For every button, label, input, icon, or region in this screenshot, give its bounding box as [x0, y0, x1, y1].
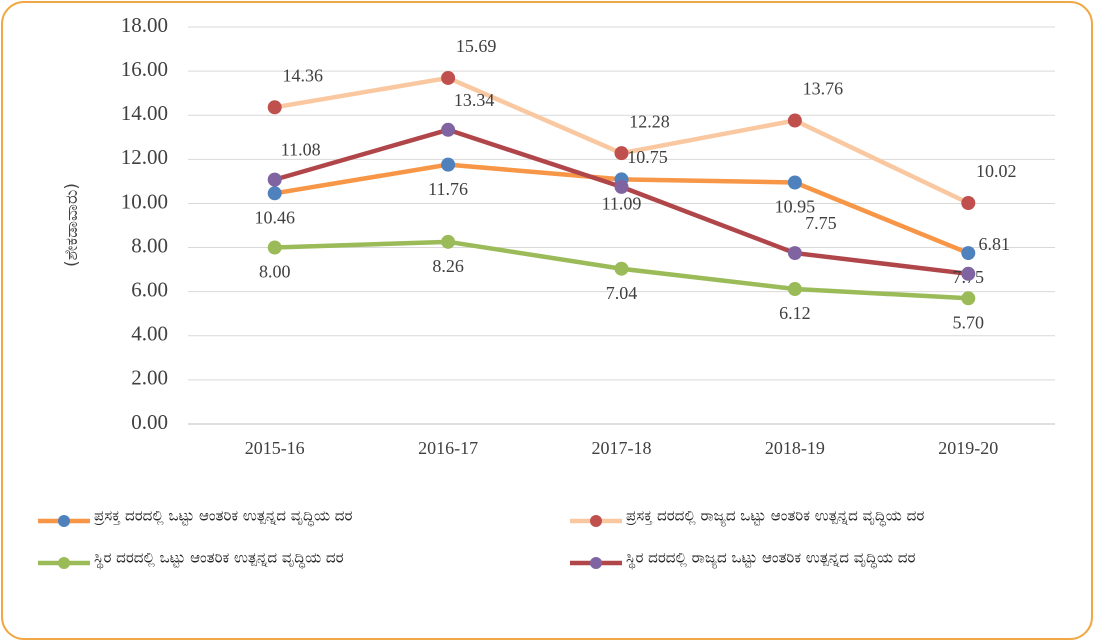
data-label: 8.26	[432, 256, 464, 276]
data-point	[961, 246, 976, 261]
data-label: 7.75	[805, 213, 837, 233]
legend-label: ಸ್ಥಿರ ದರದಲ್ಲಿ ರಾಜ್ಯದ ಒಟ್ಟು ಆಂತರಿಕ ಉತ್ಪನ್…	[626, 549, 915, 570]
data-label: 8.00	[259, 262, 291, 282]
legend-label: ಪ್ರಸಕ್ತ ದರದಲ್ಲಿ ರಾಜ್ಯದ ಒಟ್ಟು ಆಂತರಿಕ ಉತ್ಪ…	[626, 507, 925, 528]
data-point	[441, 122, 456, 137]
data-label: 15.69	[456, 36, 497, 56]
data-point	[614, 179, 629, 194]
data-label: 10.02	[976, 161, 1017, 181]
data-point	[787, 113, 802, 128]
data-point	[614, 146, 629, 161]
legend-label: ಪ್ರಸಕ್ತ ದರದಲ್ಲಿ ಒಟ್ಟು ಆಂತರಿಕ ಉತ್ಪನ್ನದ ವೃ…	[94, 507, 353, 528]
y-tick-label: 6.00	[131, 277, 168, 301]
data-point	[961, 291, 976, 306]
data-label: 10.46	[254, 207, 295, 227]
data-label: 6.81	[979, 234, 1011, 254]
data-point	[961, 266, 976, 281]
data-point	[267, 240, 282, 255]
y-tick-label: 0.00	[131, 410, 168, 434]
x-tick-label: 2015-16	[245, 438, 305, 458]
x-tick-label: 2016-17	[418, 438, 478, 458]
legend-marker	[58, 515, 70, 527]
data-point	[614, 261, 629, 276]
y-tick-label: 4.00	[131, 322, 168, 346]
x-tick-label: 2019-20	[938, 438, 998, 458]
data-point	[267, 186, 282, 201]
y-tick-label: 10.00	[121, 189, 168, 213]
data-label: 11.76	[428, 179, 468, 199]
data-label: 13.34	[454, 90, 495, 110]
legend-marker	[590, 557, 602, 569]
y-tick-label: 14.00	[121, 101, 168, 125]
data-point	[961, 196, 976, 211]
data-label: 10.75	[627, 147, 668, 167]
legend-marker	[58, 557, 70, 569]
data-point	[441, 70, 456, 85]
data-point	[267, 100, 282, 115]
data-point	[787, 175, 802, 190]
data-point	[787, 246, 802, 261]
y-tick-label: 8.00	[131, 233, 168, 257]
y-tick-label: 16.00	[121, 57, 168, 81]
data-label: 13.76	[803, 79, 844, 99]
data-point	[441, 234, 456, 249]
data-label: 10.95	[775, 197, 816, 217]
data-label: 11.09	[602, 194, 642, 214]
legend-marker	[590, 515, 602, 527]
data-point	[787, 282, 802, 297]
data-label: 6.12	[779, 303, 811, 323]
data-label: 7.04	[606, 283, 638, 303]
y-tick-label: 2.00	[131, 366, 168, 390]
y-axis-label: (ಶೇಕಡಾವಾರು)	[62, 183, 82, 267]
data-point	[441, 157, 456, 172]
y-tick-label: 12.00	[121, 145, 168, 169]
data-label: 11.08	[281, 140, 321, 160]
y-tick-label: 18.00	[121, 13, 168, 37]
data-label: 14.36	[282, 65, 323, 85]
data-label: 5.70	[953, 312, 985, 332]
data-label: 12.28	[629, 111, 670, 131]
legend-label: ಸ್ಥಿರ ದರದಲ್ಲಿ ಒಟ್ಟು ಆಂತರಿಕ ಉತ್ಪನ್ನದ ವೃದ್…	[94, 549, 344, 570]
data-point	[267, 172, 282, 187]
x-tick-label: 2018-19	[765, 438, 825, 458]
x-tick-label: 2017-18	[592, 438, 652, 458]
